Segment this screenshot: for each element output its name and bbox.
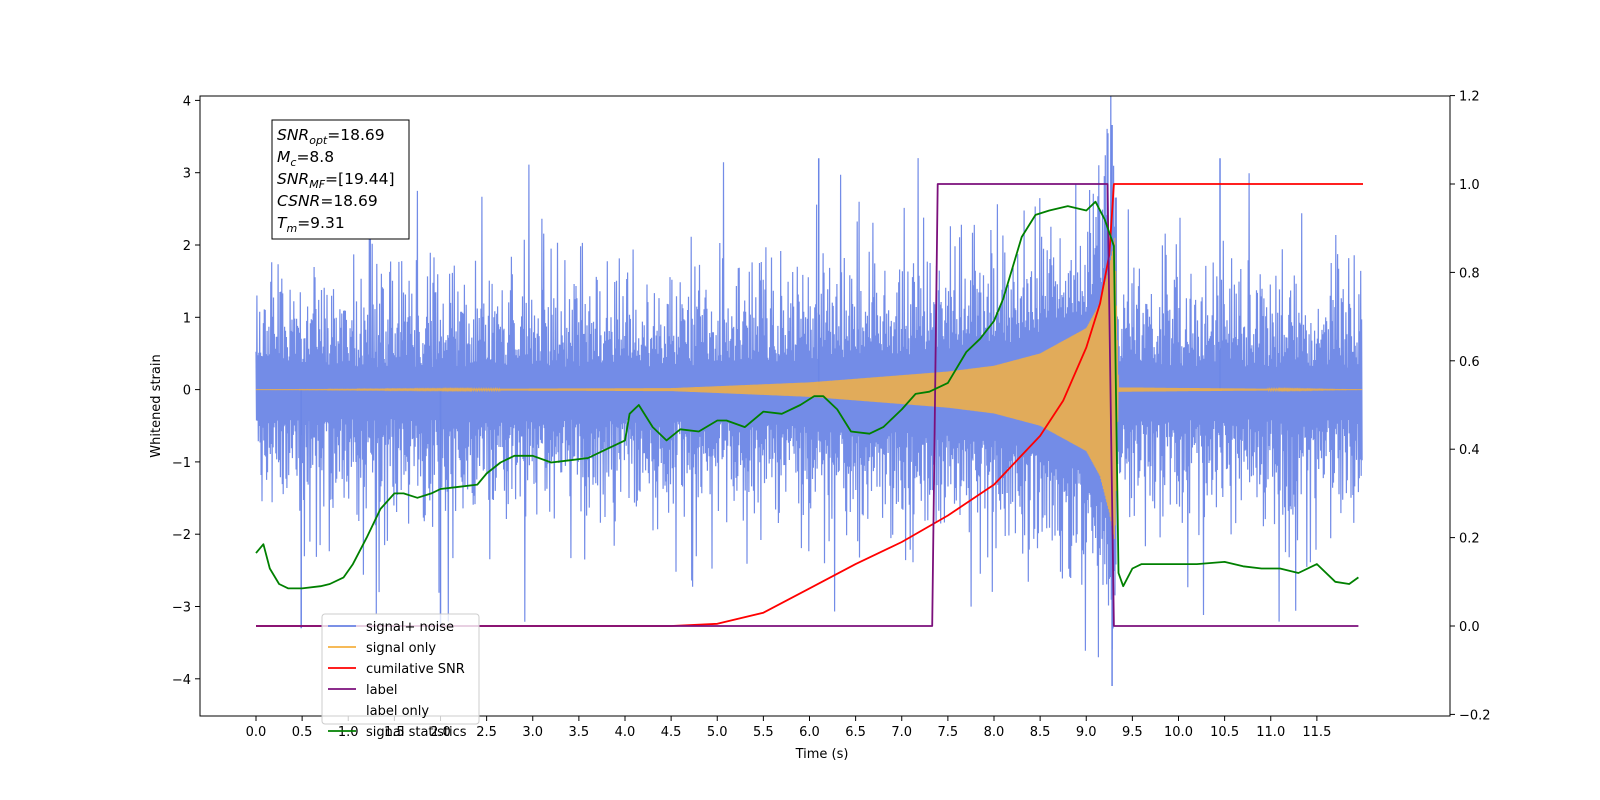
annotation-frame (271, 119, 410, 240)
annotation-line: SNRMF=[19.44] (277, 170, 395, 191)
annotation-line: Tm=9.31 (277, 214, 345, 235)
y-tick-label: 1 (183, 311, 191, 326)
y-tick-label: −3 (172, 601, 191, 616)
annotation-line: CSNR=18.69 (277, 192, 378, 210)
y2-tick-label: 0.4 (1459, 443, 1480, 458)
x-tick-label: 9.5 (1122, 725, 1143, 740)
y-tick-label: −1 (172, 456, 191, 471)
x-tick-label: 4.0 (615, 725, 636, 740)
x-tick-label: 7.5 (938, 725, 959, 740)
legend-entry: label (366, 683, 397, 698)
y-tick-label: 3 (183, 167, 191, 182)
legend-entry: label only (366, 704, 429, 719)
x-tick-label: 2.5 (476, 725, 497, 740)
x-tick-label: 1.5 (384, 725, 405, 740)
series-signal-statistics (255, 200, 1359, 590)
plot-area-frame (199, 95, 1451, 717)
y-tick-label: 0 (183, 384, 191, 399)
y-tick-label: −4 (172, 673, 191, 688)
x-tick-label: 1.0 (338, 725, 359, 740)
x-tick-label: 5.0 (707, 725, 728, 740)
x-tick-label: 11.5 (1302, 725, 1331, 740)
y-tick-label: 4 (183, 94, 191, 109)
series-signal-only (256, 237, 1363, 540)
series-cumulative-snr (256, 183, 1363, 627)
x-tick-label: 7.0 (891, 725, 912, 740)
x-tick-label: 0.5 (292, 725, 313, 740)
annotation-box: SNRopt=18.69Mc=8.8SNRMF=[19.44]CSNR=18.6… (271, 119, 410, 240)
y2-tick-label: 0.2 (1459, 532, 1480, 547)
x-tick-label: 6.0 (799, 725, 820, 740)
annotation-line: Mc=8.8 (277, 148, 334, 169)
legend-entry: signal+ noise (366, 620, 454, 635)
x-tick-label: 2.0 (430, 725, 451, 740)
annotation-line: SNRopt=18.69 (277, 126, 385, 147)
x-tick-label: 10.5 (1210, 725, 1239, 740)
x-tick-label: 8.0 (984, 725, 1005, 740)
y2-tick-label: 0.6 (1459, 355, 1480, 370)
y2-tick-label: 0.0 (1459, 620, 1480, 635)
legend-entry: signal statistics (366, 725, 467, 740)
y2-tick-label: 0.8 (1459, 266, 1480, 281)
series-signal-noise (255, 96, 1363, 658)
x-tick-label: 11.0 (1256, 725, 1285, 740)
legend: signal+ noise signal only cumilative SNR la… (321, 613, 480, 740)
x-tick-label: 6.5 (845, 725, 866, 740)
x-axis-label: Time (s) (795, 747, 849, 762)
x-tick-label: 4.5 (661, 725, 682, 740)
y2-tick-label: 1.0 (1459, 178, 1480, 193)
legend-frame (321, 613, 480, 725)
x-tick-label: 8.5 (1030, 725, 1051, 740)
x-tick-label: 3.0 (522, 725, 543, 740)
y-tick-label: 2 (183, 239, 191, 254)
y2-tick-label: 1.2 (1459, 90, 1480, 105)
x-tick-label: 0.0 (246, 725, 267, 740)
x-tick-label: 3.5 (569, 725, 590, 740)
legend-entry: cumilative SNR (366, 662, 465, 677)
x-tick-label: 9.0 (1076, 725, 1097, 740)
legend-entry: signal only (366, 641, 436, 656)
series-label (256, 183, 1359, 627)
y-axis-label: Whitened strain (149, 354, 164, 457)
y2-tick-label: −0.2 (1459, 708, 1491, 723)
x-tick-label: 10.0 (1164, 725, 1193, 740)
x-tick-label: 5.5 (753, 725, 774, 740)
y-tick-label: −2 (172, 528, 191, 543)
